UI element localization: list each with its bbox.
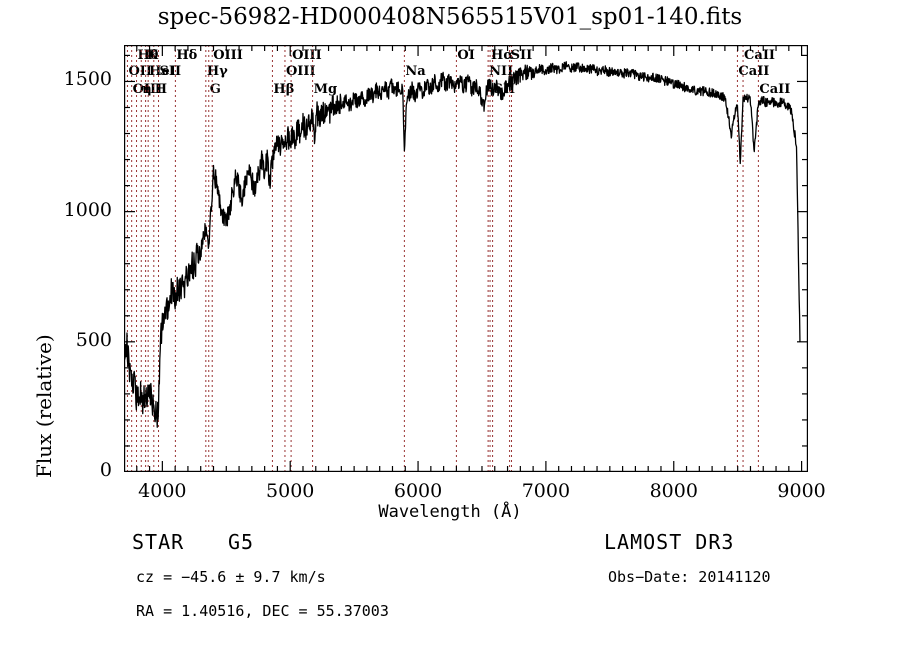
y-tick-label: 1500 bbox=[63, 68, 112, 91]
spectral-line-label: HeI bbox=[149, 64, 176, 79]
x-tick-label: 7000 bbox=[521, 480, 571, 502]
footer-spectral-class: G5 bbox=[228, 530, 255, 554]
spectral-line-label: OIII bbox=[132, 82, 163, 97]
spectral-line-label: OIII bbox=[292, 48, 322, 63]
spectral-line-label: Mg bbox=[313, 82, 338, 97]
footer-cz: cz = −45.6 ± 9.7 km/s bbox=[136, 568, 326, 586]
spectral-line-label: Hα bbox=[491, 48, 514, 63]
spectral-line-label: Hδ bbox=[176, 48, 198, 63]
spectral-line-label: Hγ bbox=[206, 64, 228, 79]
spectral-line-label: OII bbox=[128, 64, 152, 79]
x-tick-label: 4000 bbox=[138, 480, 187, 502]
y-axis-label: Flux (relative) bbox=[32, 334, 56, 478]
y-tick-label: 0 bbox=[99, 459, 112, 481]
spectral-line-label: K bbox=[146, 48, 158, 63]
y-tick-label: 1000 bbox=[63, 198, 112, 221]
plot-border bbox=[124, 45, 808, 472]
spectral-line-label: CaII bbox=[738, 64, 770, 79]
spectral-line-label: CaII bbox=[759, 82, 791, 97]
spectral-line-label: Na bbox=[405, 64, 426, 79]
footer-obsdate: Obs−Date: 20141120 bbox=[608, 568, 771, 586]
spectral-line-label: η bbox=[142, 82, 152, 97]
x-tick-label: 9000 bbox=[777, 480, 826, 502]
x-axis-label: Wavelength (Å) bbox=[378, 502, 522, 522]
x-tick-label: 6000 bbox=[393, 480, 443, 502]
y-tick-label: 500 bbox=[75, 328, 112, 351]
spectral-line-label: G bbox=[209, 82, 221, 97]
spectral-line-label: OIII bbox=[285, 64, 316, 79]
spectral-line-label: CaII bbox=[744, 48, 775, 63]
spectral-line-label: OIII bbox=[213, 48, 243, 63]
spectral-line-label: NII bbox=[489, 64, 514, 79]
spectral-line-label: SII bbox=[510, 48, 533, 63]
x-tick-label: 8000 bbox=[649, 480, 698, 502]
spectral-line-label: SII bbox=[159, 64, 182, 79]
footer-survey: LAMOST DR3 bbox=[604, 530, 735, 554]
plot-canvas bbox=[124, 45, 808, 472]
footer-coords: RA = 1.40516, DEC = 55.37003 bbox=[136, 602, 389, 620]
axis-ticks bbox=[124, 45, 808, 472]
spectral-line-label: H bbox=[154, 82, 168, 97]
plot-frame bbox=[124, 45, 808, 472]
x-tick-label: 5000 bbox=[266, 480, 315, 502]
marker-line-group bbox=[126, 45, 759, 472]
page-title: spec-56982-HD000408N565515V01_sp01-140.f… bbox=[157, 4, 743, 30]
spectral-line-label: Hβ bbox=[273, 82, 295, 97]
spectrum-trace bbox=[124, 61, 801, 428]
spectral-line-label: OI bbox=[457, 48, 475, 63]
footer-object-type: STAR bbox=[132, 530, 185, 554]
